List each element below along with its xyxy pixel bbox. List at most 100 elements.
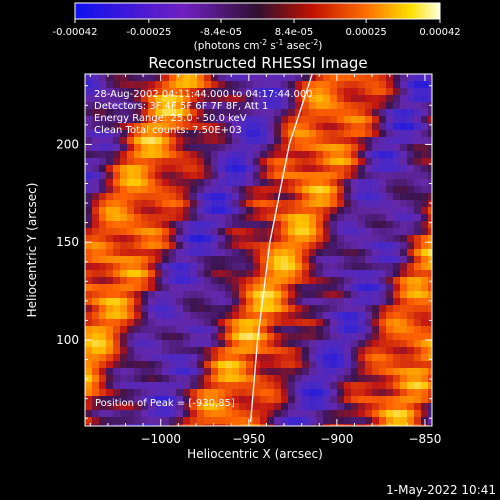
heatmap-cell	[246, 256, 254, 264]
heatmap-cell	[267, 130, 275, 138]
heatmap-cell	[120, 200, 128, 208]
heatmap-cell	[421, 270, 429, 278]
heatmap-cell	[239, 375, 247, 383]
heatmap-cell	[344, 200, 352, 208]
heatmap-cell	[372, 326, 380, 334]
heatmap-cell	[113, 361, 121, 369]
heatmap-cell	[274, 284, 282, 292]
heatmap-cell	[295, 88, 303, 96]
heatmap-cell	[267, 375, 275, 383]
heatmap-cell	[323, 95, 331, 103]
heatmap-cell	[309, 102, 317, 110]
heatmap-cell	[169, 123, 177, 131]
heatmap-cell	[407, 305, 415, 313]
heatmap-cell	[288, 319, 296, 327]
heatmap-cell	[274, 102, 282, 110]
heatmap-cell	[246, 382, 254, 390]
heatmap-cell	[197, 172, 205, 180]
heatmap-cell	[176, 186, 184, 194]
heatmap-cell	[176, 396, 184, 404]
heatmap-cell	[407, 95, 415, 103]
heatmap-cell	[127, 186, 135, 194]
heatmap-cell	[358, 130, 366, 138]
heatmap-cell	[190, 116, 198, 124]
heatmap-cell	[113, 165, 121, 173]
heatmap-cell	[309, 123, 317, 131]
heatmap-cell	[253, 116, 261, 124]
heatmap-cell	[162, 305, 170, 313]
heatmap-cell	[113, 417, 121, 425]
heatmap-cell	[141, 200, 149, 208]
heatmap-cell	[183, 88, 191, 96]
heatmap-cell	[204, 396, 212, 404]
heatmap-cell	[260, 214, 268, 222]
heatmap-cell	[393, 179, 401, 187]
heatmap-cell	[113, 74, 121, 82]
heatmap-cell	[127, 165, 135, 173]
heatmap-cell	[120, 95, 128, 103]
heatmap-cell	[225, 228, 233, 236]
heatmap-cell	[225, 249, 233, 257]
heatmap-cell	[85, 158, 93, 166]
heatmap-cell	[85, 396, 93, 404]
heatmap-cell	[239, 403, 247, 411]
heatmap-cell	[134, 424, 142, 426]
heatmap-cell	[106, 193, 114, 201]
heatmap-cell	[386, 109, 394, 117]
heatmap-cell	[365, 242, 373, 250]
heatmap-cell	[386, 368, 394, 376]
heatmap-cell	[281, 249, 289, 257]
heatmap-cell	[232, 74, 240, 82]
heatmap-cell	[330, 277, 338, 285]
heatmap-cell	[113, 396, 121, 404]
heatmap-cell	[92, 312, 100, 320]
heatmap-cell	[316, 375, 324, 383]
heatmap-cell	[176, 172, 184, 180]
heatmap-cell	[92, 95, 100, 103]
heatmap-cell	[351, 396, 359, 404]
heatmap-cell	[85, 354, 93, 362]
heatmap-cell	[190, 158, 198, 166]
heatmap-cell	[267, 109, 275, 117]
heatmap-cell	[316, 305, 324, 313]
heatmap-cell	[106, 88, 114, 96]
heatmap-cell	[316, 193, 324, 201]
heatmap-cell	[407, 130, 415, 138]
heatmap-cell	[148, 235, 156, 243]
heatmap-cell	[246, 291, 254, 299]
heatmap-cell	[295, 207, 303, 215]
heatmap-cell	[386, 361, 394, 369]
heatmap-cell	[260, 200, 268, 208]
heatmap-cell	[288, 193, 296, 201]
heatmap-cell	[85, 256, 93, 264]
heatmap-cell	[428, 165, 432, 173]
heatmap-cell	[190, 305, 198, 313]
heatmap-cell	[183, 172, 191, 180]
heatmap-cell	[190, 144, 198, 152]
heatmap-cell	[414, 277, 422, 285]
heatmap-cell	[365, 256, 373, 264]
heatmap-cell	[351, 368, 359, 376]
heatmap-cell	[225, 242, 233, 250]
heatmap-cell	[155, 291, 163, 299]
heatmap-cell	[211, 81, 219, 89]
heatmap-cell	[414, 123, 422, 131]
heatmap-cell	[92, 396, 100, 404]
heatmap-cell	[393, 186, 401, 194]
heatmap-cell	[253, 424, 261, 426]
heatmap-cell	[239, 347, 247, 355]
heatmap-cell	[274, 214, 282, 222]
heatmap-cell	[400, 298, 408, 306]
heatmap-cell	[400, 214, 408, 222]
heatmap-cell	[162, 326, 170, 334]
heatmap-cell	[274, 277, 282, 285]
heatmap-cell	[421, 179, 429, 187]
heatmap-cell	[302, 221, 310, 229]
heatmap-cell	[351, 109, 359, 117]
heatmap-cell	[253, 165, 261, 173]
heatmap-cell	[302, 74, 310, 82]
heatmap-cell	[141, 403, 149, 411]
heatmap-cell	[295, 242, 303, 250]
heatmap-cell	[204, 151, 212, 159]
heatmap-cell	[372, 305, 380, 313]
